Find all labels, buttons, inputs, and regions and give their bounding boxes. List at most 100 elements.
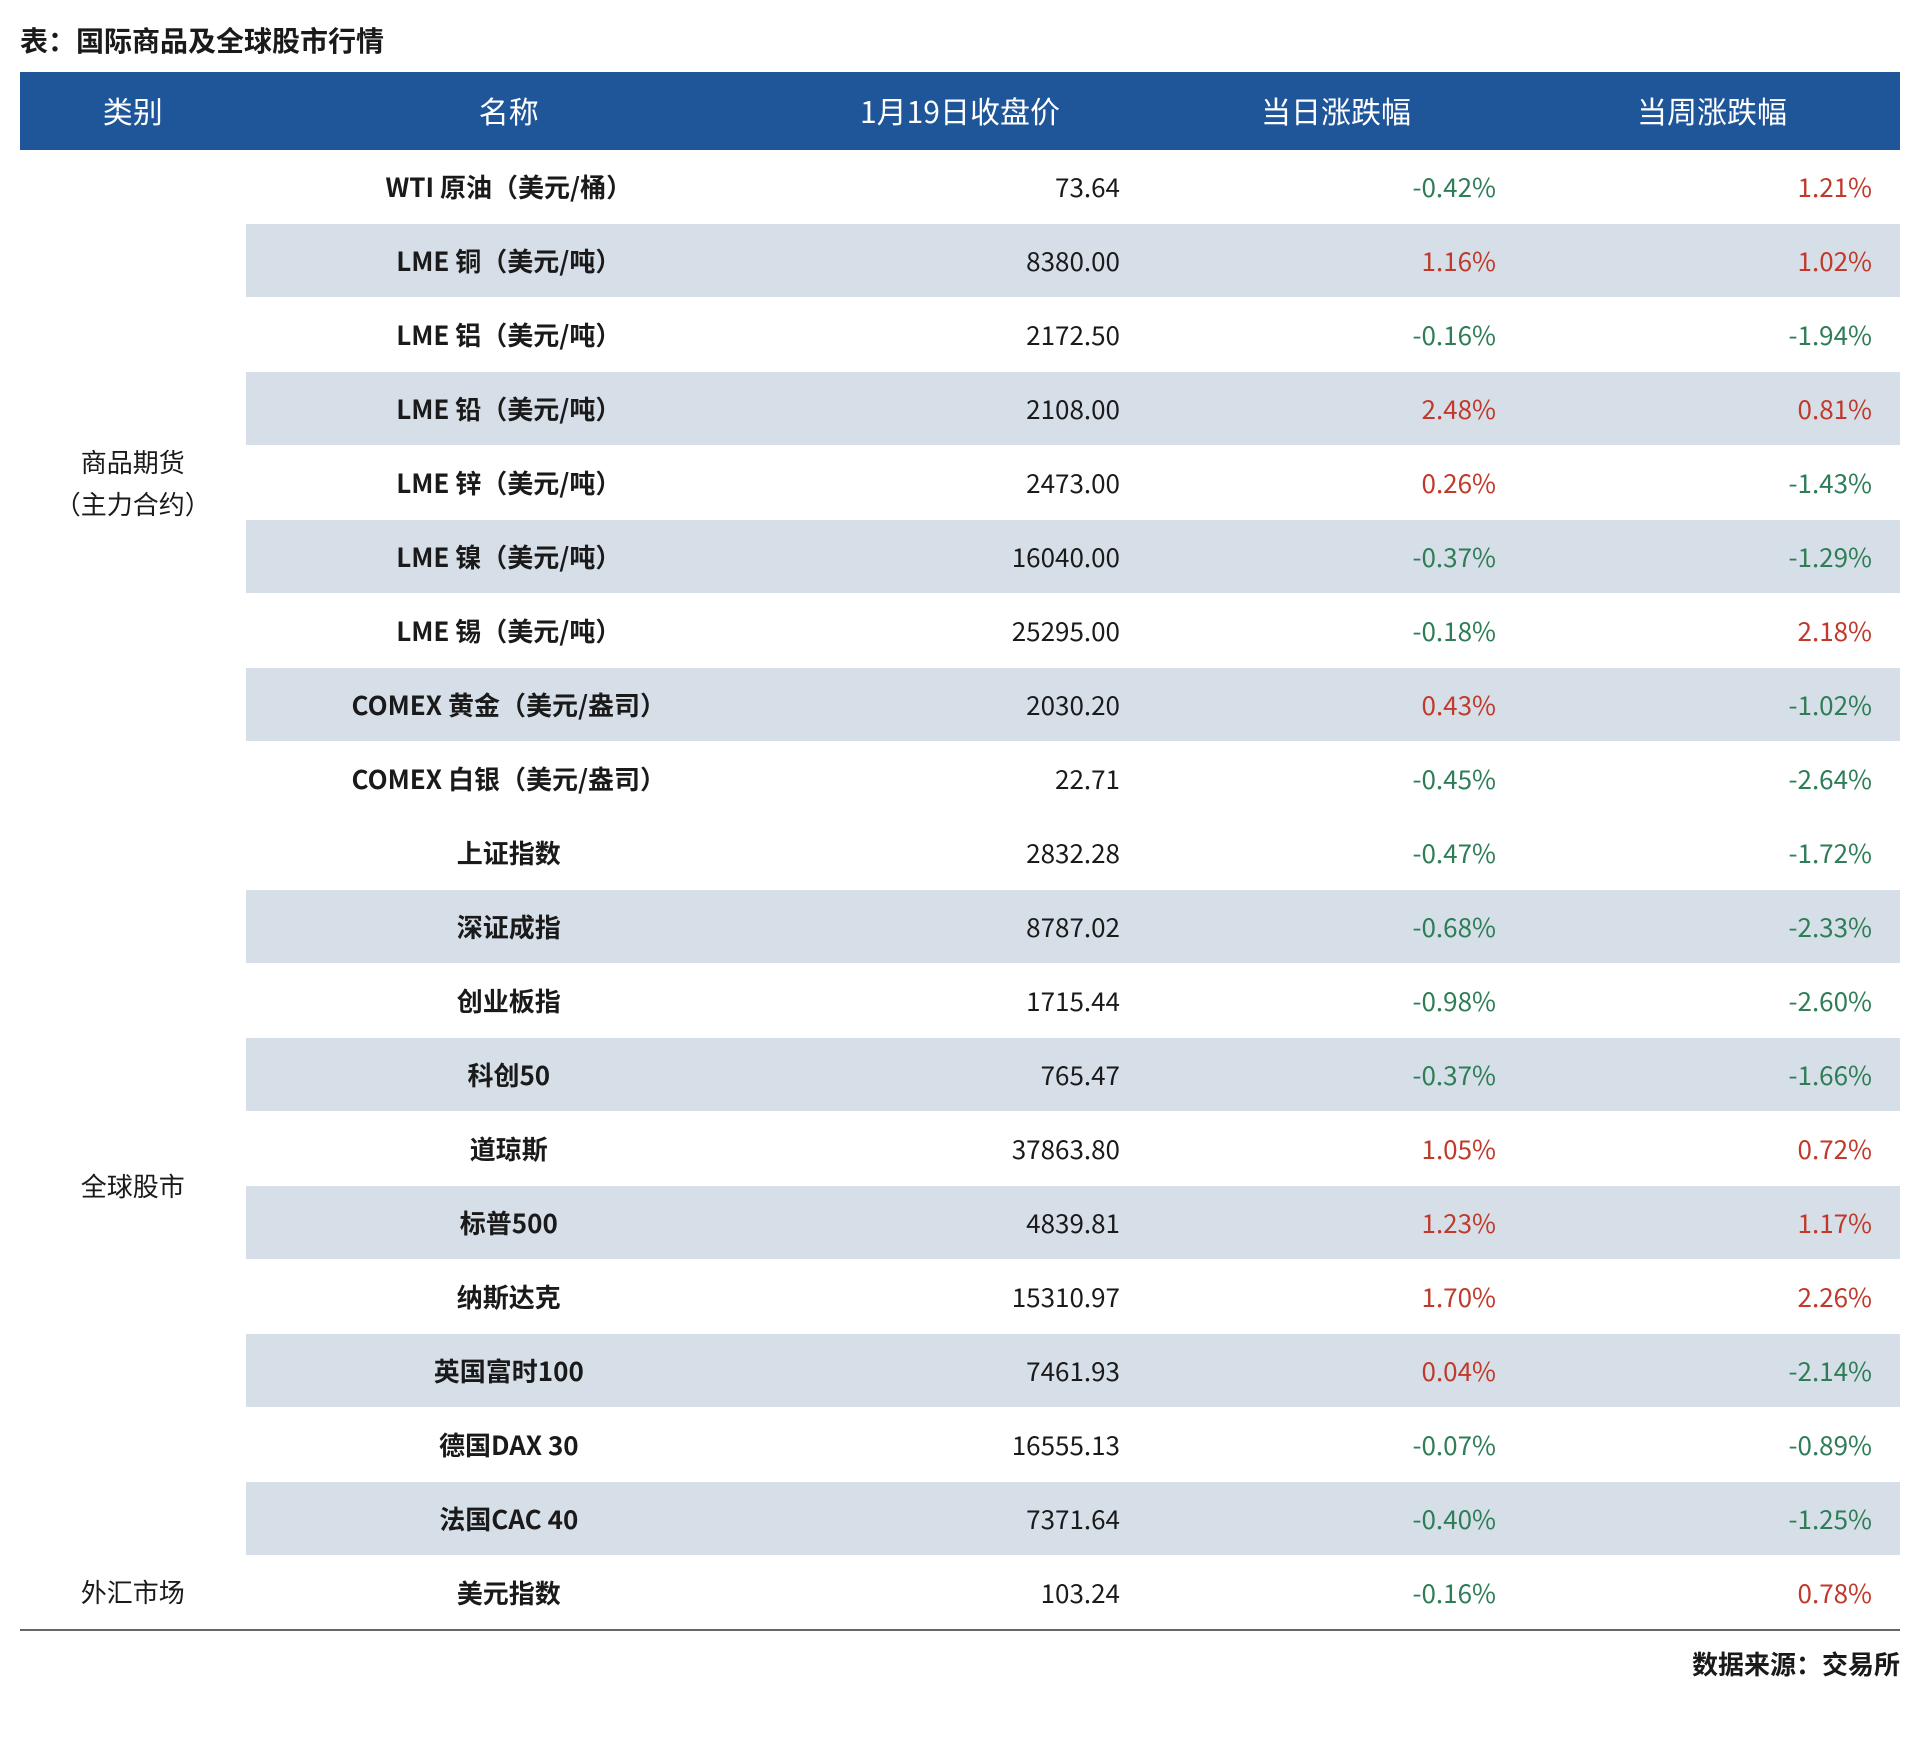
category-cell: 外汇市场 [20,1556,246,1631]
table-body: 商品期货（主力合约）WTI 原油（美元/桶）73.64-0.42%1.21%LM… [20,149,1900,1630]
daily-cell: 1.05% [1148,1112,1524,1186]
name-cell: 道琼斯 [246,1112,772,1186]
daily-cell: 0.26% [1148,446,1524,520]
weekly-cell: -1.25% [1524,1482,1900,1556]
table-row: 纳斯达克15310.971.70%2.26% [20,1260,1900,1334]
name-cell: 标普500 [246,1186,772,1260]
table-row: 创业板指1715.44-0.98%-2.60% [20,964,1900,1038]
name-cell: LME 镍（美元/吨） [246,520,772,594]
daily-cell: -0.42% [1148,149,1524,224]
table-row: 深证成指8787.02-0.68%-2.33% [20,890,1900,964]
table-row: 科创50765.47-0.37%-1.66% [20,1038,1900,1112]
daily-cell: 1.70% [1148,1260,1524,1334]
weekly-cell: -1.02% [1524,668,1900,742]
category-cell: 全球股市 [20,816,246,1556]
weekly-cell: -1.29% [1524,520,1900,594]
table-row: COMEX 黄金（美元/盎司）2030.200.43%-1.02% [20,668,1900,742]
weekly-cell: 2.26% [1524,1260,1900,1334]
daily-cell: -0.07% [1148,1408,1524,1482]
category-cell: 商品期货（主力合约） [20,149,246,816]
weekly-cell: 1.02% [1524,224,1900,298]
weekly-cell: -2.60% [1524,964,1900,1038]
close-cell: 2832.28 [772,816,1148,890]
close-cell: 2108.00 [772,372,1148,446]
daily-cell: 1.16% [1148,224,1524,298]
weekly-cell: 1.17% [1524,1186,1900,1260]
name-cell: LME 锌（美元/吨） [246,446,772,520]
close-cell: 22.71 [772,742,1148,816]
table-row: LME 铅（美元/吨）2108.002.48%0.81% [20,372,1900,446]
close-cell: 1715.44 [772,964,1148,1038]
close-cell: 103.24 [772,1556,1148,1631]
close-cell: 25295.00 [772,594,1148,668]
weekly-cell: -2.64% [1524,742,1900,816]
daily-cell: -0.45% [1148,742,1524,816]
daily-cell: -0.37% [1148,1038,1524,1112]
weekly-cell: 2.18% [1524,594,1900,668]
name-cell: 深证成指 [246,890,772,964]
weekly-cell: -0.89% [1524,1408,1900,1482]
close-cell: 7461.93 [772,1334,1148,1408]
table-row: LME 镍（美元/吨）16040.00-0.37%-1.29% [20,520,1900,594]
name-cell: 上证指数 [246,816,772,890]
weekly-cell: -1.94% [1524,298,1900,372]
table-row: 全球股市上证指数2832.28-0.47%-1.72% [20,816,1900,890]
table-row: 英国富时1007461.930.04%-2.14% [20,1334,1900,1408]
market-table: 类别 名称 1月19日收盘价 当日涨跌幅 当周涨跌幅 商品期货（主力合约）WTI… [20,72,1900,1631]
col-daily: 当日涨跌幅 [1148,72,1524,149]
weekly-cell: -1.43% [1524,446,1900,520]
name-cell: 德国DAX 30 [246,1408,772,1482]
col-category: 类别 [20,72,246,149]
weekly-cell: 0.81% [1524,372,1900,446]
close-cell: 37863.80 [772,1112,1148,1186]
name-cell: 美元指数 [246,1556,772,1631]
close-cell: 2172.50 [772,298,1148,372]
table-row: 法国CAC 407371.64-0.40%-1.25% [20,1482,1900,1556]
header-row: 类别 名称 1月19日收盘价 当日涨跌幅 当周涨跌幅 [20,72,1900,149]
name-cell: COMEX 黄金（美元/盎司） [246,668,772,742]
weekly-cell: 0.72% [1524,1112,1900,1186]
daily-cell: 0.04% [1148,1334,1524,1408]
table-row: 道琼斯37863.801.05%0.72% [20,1112,1900,1186]
daily-cell: 1.23% [1148,1186,1524,1260]
daily-cell: -0.18% [1148,594,1524,668]
close-cell: 16040.00 [772,520,1148,594]
close-cell: 2030.20 [772,668,1148,742]
col-close: 1月19日收盘价 [772,72,1148,149]
daily-cell: 2.48% [1148,372,1524,446]
close-cell: 8787.02 [772,890,1148,964]
table-row: 标普5004839.811.23%1.17% [20,1186,1900,1260]
name-cell: WTI 原油（美元/桶） [246,149,772,224]
daily-cell: -0.98% [1148,964,1524,1038]
weekly-cell: -2.33% [1524,890,1900,964]
table-row: LME 锌（美元/吨）2473.000.26%-1.43% [20,446,1900,520]
close-cell: 765.47 [772,1038,1148,1112]
name-cell: LME 铅（美元/吨） [246,372,772,446]
daily-cell: -0.16% [1148,298,1524,372]
close-cell: 4839.81 [772,1186,1148,1260]
name-cell: 法国CAC 40 [246,1482,772,1556]
close-cell: 15310.97 [772,1260,1148,1334]
daily-cell: 0.43% [1148,668,1524,742]
daily-cell: -0.47% [1148,816,1524,890]
name-cell: 英国富时100 [246,1334,772,1408]
table-row: LME 锡（美元/吨）25295.00-0.18%2.18% [20,594,1900,668]
name-cell: LME 铜（美元/吨） [246,224,772,298]
daily-cell: -0.40% [1148,1482,1524,1556]
close-cell: 8380.00 [772,224,1148,298]
table-row: LME 铝（美元/吨）2172.50-0.16%-1.94% [20,298,1900,372]
name-cell: 创业板指 [246,964,772,1038]
weekly-cell: -1.66% [1524,1038,1900,1112]
weekly-cell: 0.78% [1524,1556,1900,1631]
close-cell: 2473.00 [772,446,1148,520]
table-row: 德国DAX 3016555.13-0.07%-0.89% [20,1408,1900,1482]
daily-cell: -0.16% [1148,1556,1524,1631]
name-cell: LME 锡（美元/吨） [246,594,772,668]
name-cell: 纳斯达克 [246,1260,772,1334]
table-row: 外汇市场美元指数103.24-0.16%0.78% [20,1556,1900,1631]
col-weekly: 当周涨跌幅 [1524,72,1900,149]
close-cell: 7371.64 [772,1482,1148,1556]
table-row: LME 铜（美元/吨）8380.001.16%1.02% [20,224,1900,298]
name-cell: 科创50 [246,1038,772,1112]
col-name: 名称 [246,72,772,149]
